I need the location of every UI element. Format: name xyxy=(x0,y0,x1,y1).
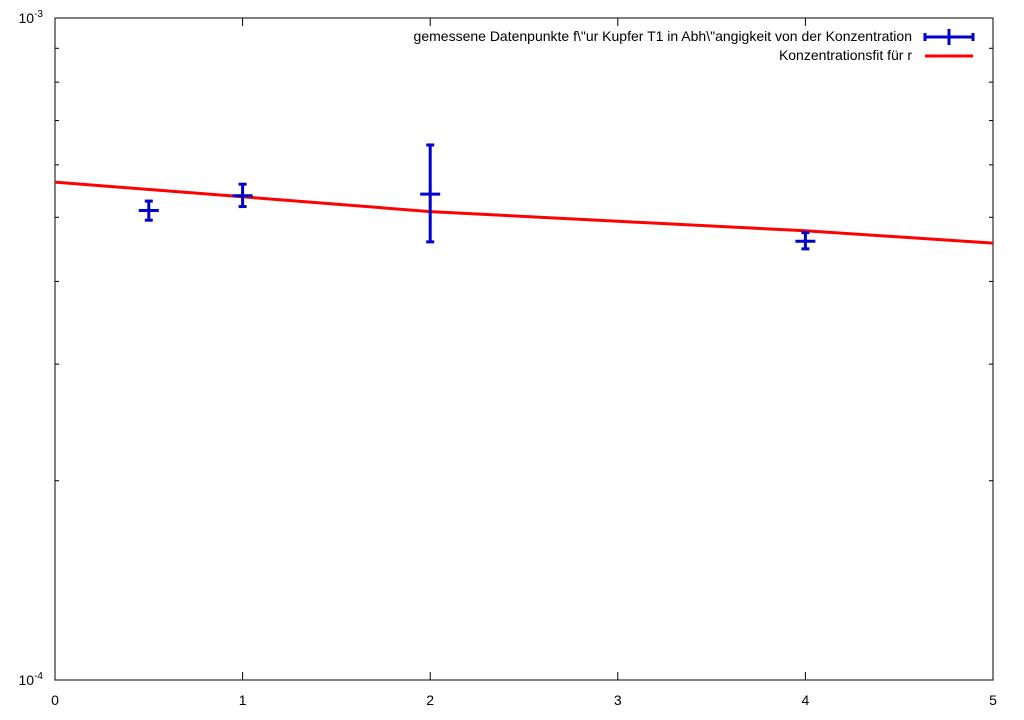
axis-tick-labels: 0 1 2 3 4 510-310-4 xyxy=(19,9,998,708)
y-tick-label-base-1: 10 xyxy=(19,672,35,688)
legend: gemessene Datenpunkte f\"ur Kupfer T1 in… xyxy=(414,28,975,63)
data-point-1 xyxy=(232,182,253,209)
legend-symbol-datapoints xyxy=(923,29,975,45)
plot-border xyxy=(54,17,994,681)
x-tick-label-0: 0 xyxy=(51,692,59,708)
y-tick-label-exponent-0: -3 xyxy=(34,9,43,20)
fit-line xyxy=(54,180,994,245)
x-tick-label-2: 2 xyxy=(426,692,434,708)
x-tick-label-1: 1 xyxy=(239,692,247,708)
x-tick-label-3: 3 xyxy=(614,692,622,708)
data-point-3 xyxy=(795,231,816,251)
x-tick-label-5: 5 xyxy=(989,692,997,708)
fit-line-group xyxy=(54,180,994,245)
y-tick-label-0: 10-3 xyxy=(19,9,44,26)
data-point-2 xyxy=(420,143,441,244)
x-tick-label-4: 4 xyxy=(802,692,810,708)
legend-label-datapoints: gemessene Datenpunkte f\"ur Kupfer T1 in… xyxy=(414,28,912,44)
legend-label-fit: Konzentrationsfit für r xyxy=(779,47,912,63)
data-point-0 xyxy=(138,199,159,222)
axis-ticks xyxy=(54,17,994,681)
y-tick-label-exponent-1: -4 xyxy=(34,671,43,682)
y-tick-label-base-0: 10 xyxy=(19,10,35,26)
data-points-group xyxy=(138,143,816,251)
y-tick-label-1: 10-4 xyxy=(19,671,44,688)
